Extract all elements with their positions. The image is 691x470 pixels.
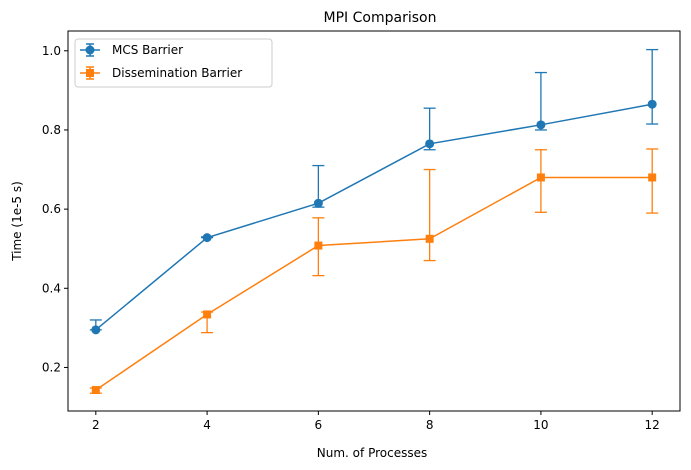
x-tick-label-0: 2 xyxy=(92,418,100,432)
x-tick-label-4: 10 xyxy=(533,418,548,432)
x-axis: 2 4 6 8 10 12 xyxy=(92,411,660,432)
legend-label-dissemination: Dissemination Barrier xyxy=(112,66,242,80)
y-tick-label-4: 1.0 xyxy=(42,44,61,58)
point-0-0 xyxy=(91,325,101,335)
legend-box xyxy=(74,38,273,88)
series-layer xyxy=(89,48,659,395)
series-line-1 xyxy=(95,176,653,391)
point-0-5 xyxy=(647,99,657,109)
plot-frame xyxy=(67,30,681,412)
point-1-0 xyxy=(91,386,100,395)
legend: MCS Barrier Dissemination Barrier xyxy=(74,38,273,88)
series-0 xyxy=(89,48,659,335)
legend-marker-dissemination xyxy=(86,69,94,77)
y-axis-label: Time (1e-5 s) xyxy=(10,181,24,262)
legend-label-mcs: MCS Barrier xyxy=(112,43,183,57)
y-tick-label-1: 0.4 xyxy=(42,281,61,295)
series-line-0 xyxy=(95,103,653,331)
x-tick-label-2: 6 xyxy=(315,418,323,432)
legend-entry-mcs: MCS Barrier xyxy=(80,43,183,57)
y-tick-label-3: 0.8 xyxy=(42,123,61,137)
y-tick-label-0: 0.2 xyxy=(42,360,61,374)
series-1 xyxy=(89,148,659,395)
chart-title: MPI Comparison xyxy=(324,10,437,26)
y-tick-label-2: 0.6 xyxy=(42,202,61,216)
x-tick-label-1: 4 xyxy=(203,418,211,432)
y-axis: 0.2 0.4 0.6 0.8 1.0 xyxy=(42,44,68,374)
legend-entry-dissemination: Dissemination Barrier xyxy=(80,66,242,80)
point-1-5 xyxy=(648,173,657,182)
point-1-2 xyxy=(314,241,323,250)
point-1-4 xyxy=(536,173,545,182)
point-0-4 xyxy=(536,120,546,130)
point-1-1 xyxy=(203,310,212,319)
legend-marker-mcs xyxy=(85,45,95,55)
x-tick-label-3: 8 xyxy=(426,418,434,432)
x-tick-label-5: 12 xyxy=(645,418,660,432)
point-0-1 xyxy=(202,233,212,243)
x-axis-label: Num. of Processes xyxy=(317,446,427,460)
point-1-3 xyxy=(425,234,434,243)
point-0-2 xyxy=(313,198,323,208)
point-0-3 xyxy=(425,139,435,149)
